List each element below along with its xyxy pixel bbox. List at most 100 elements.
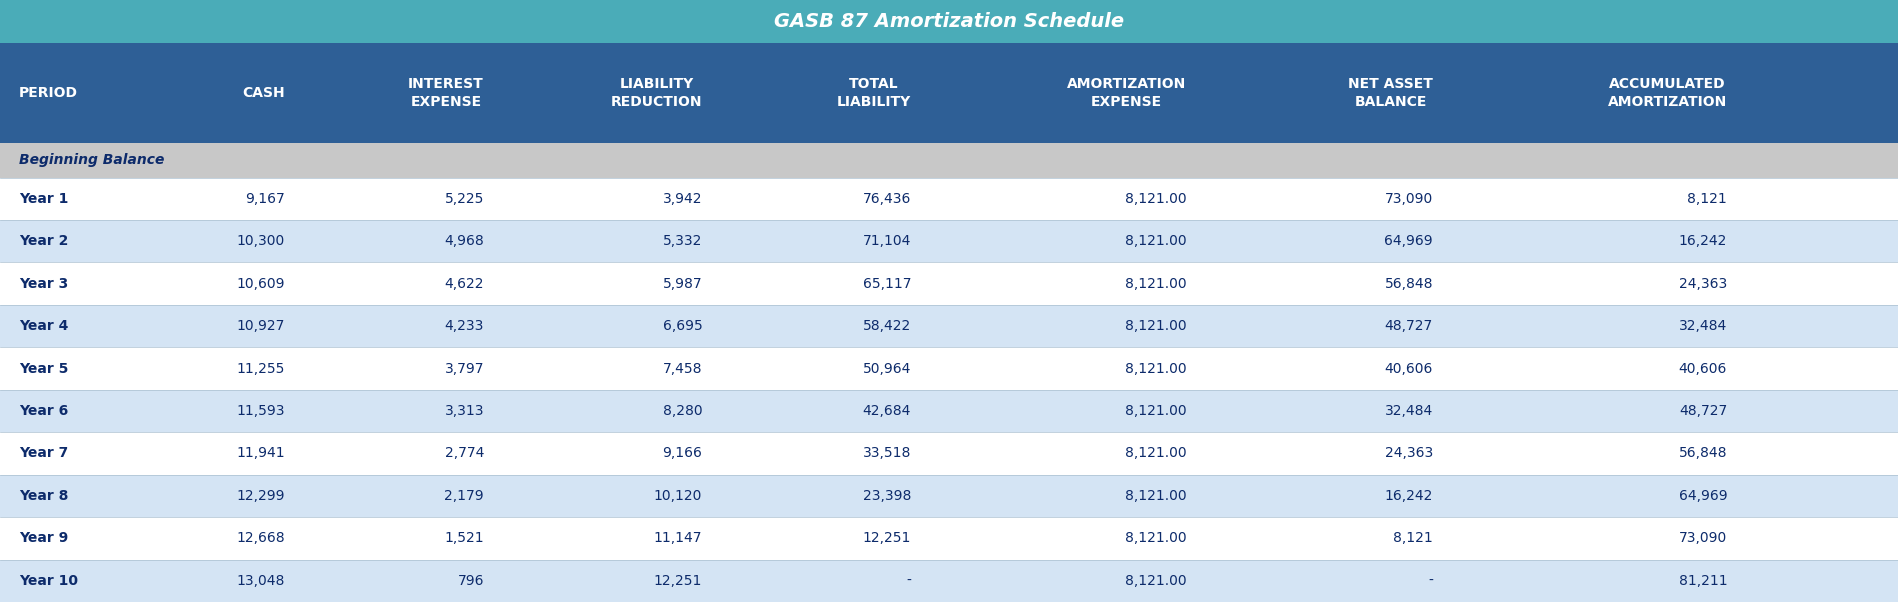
Text: 5,225: 5,225 [444,192,484,206]
Text: GASB 87 Amortization Schedule: GASB 87 Amortization Schedule [774,12,1124,31]
Text: 5,332: 5,332 [662,234,702,248]
Text: 64,969: 64,969 [1384,234,1433,248]
Text: 40,606: 40,606 [1680,362,1727,376]
Text: -: - [905,574,911,588]
Text: 8,121.00: 8,121.00 [1126,447,1186,461]
Text: Year 1: Year 1 [19,192,68,206]
Text: 4,968: 4,968 [444,234,484,248]
Text: 64,969: 64,969 [1678,489,1727,503]
Text: 10,609: 10,609 [235,277,285,291]
Text: 13,048: 13,048 [237,574,285,588]
Text: 65,117: 65,117 [862,277,911,291]
Text: 8,121: 8,121 [1393,532,1433,545]
Text: 33,518: 33,518 [864,447,911,461]
Text: 16,242: 16,242 [1386,489,1433,503]
FancyBboxPatch shape [0,305,1898,347]
Text: 9,167: 9,167 [245,192,285,206]
FancyBboxPatch shape [0,0,1898,43]
Text: Year 3: Year 3 [19,277,68,291]
Text: 76,436: 76,436 [864,192,911,206]
Text: 11,255: 11,255 [237,362,285,376]
Text: Year 4: Year 4 [19,319,68,333]
Text: ACCUMULATED
AMORTIZATION: ACCUMULATED AMORTIZATION [1608,77,1727,109]
FancyBboxPatch shape [0,560,1898,602]
Text: 42,684: 42,684 [864,404,911,418]
Text: LIABILITY
REDUCTION: LIABILITY REDUCTION [611,77,702,109]
Text: Year 10: Year 10 [19,574,78,588]
Text: 24,363: 24,363 [1386,447,1433,461]
Text: 40,606: 40,606 [1386,362,1433,376]
Text: 4,233: 4,233 [444,319,484,333]
Text: 2,179: 2,179 [444,489,484,503]
Text: PERIOD: PERIOD [19,86,78,100]
Text: 3,942: 3,942 [662,192,702,206]
Text: 32,484: 32,484 [1680,319,1727,333]
Text: 32,484: 32,484 [1386,404,1433,418]
Text: AMORTIZATION
EXPENSE: AMORTIZATION EXPENSE [1067,77,1186,109]
Text: 8,121.00: 8,121.00 [1126,404,1186,418]
FancyBboxPatch shape [0,517,1898,560]
Text: 16,242: 16,242 [1680,234,1727,248]
Text: 796: 796 [457,574,484,588]
Text: 58,422: 58,422 [864,319,911,333]
Text: 56,848: 56,848 [1384,277,1433,291]
Text: Year 5: Year 5 [19,362,68,376]
Text: CASH: CASH [243,86,285,100]
Text: 11,941: 11,941 [235,447,285,461]
Text: Beginning Balance: Beginning Balance [19,153,165,167]
Text: 3,797: 3,797 [444,362,484,376]
Text: INTEREST
EXPENSE: INTEREST EXPENSE [408,77,484,109]
Text: 8,121: 8,121 [1687,192,1727,206]
Text: 8,121.00: 8,121.00 [1126,319,1186,333]
Text: 5,987: 5,987 [662,277,702,291]
Text: 10,120: 10,120 [655,489,702,503]
Text: 73,090: 73,090 [1386,192,1433,206]
Text: Year 2: Year 2 [19,234,68,248]
Text: 9,166: 9,166 [662,447,702,461]
Text: 2,774: 2,774 [444,447,484,461]
Text: 12,251: 12,251 [655,574,702,588]
Text: 8,121.00: 8,121.00 [1126,362,1186,376]
Text: 56,848: 56,848 [1678,447,1727,461]
Text: Year 9: Year 9 [19,532,68,545]
Text: 8,121.00: 8,121.00 [1126,574,1186,588]
Text: TOTAL
LIABILITY: TOTAL LIABILITY [837,77,911,109]
Text: Year 7: Year 7 [19,447,68,461]
Text: 12,251: 12,251 [864,532,911,545]
FancyBboxPatch shape [0,220,1898,262]
Text: 23,398: 23,398 [864,489,911,503]
Text: 8,121.00: 8,121.00 [1126,489,1186,503]
Text: 11,593: 11,593 [235,404,285,418]
Text: 10,300: 10,300 [237,234,285,248]
FancyBboxPatch shape [0,474,1898,517]
Text: 6,695: 6,695 [662,319,702,333]
Text: 11,147: 11,147 [653,532,702,545]
Text: 1,521: 1,521 [444,532,484,545]
Text: Year 8: Year 8 [19,489,68,503]
Text: 3,313: 3,313 [444,404,484,418]
Text: 8,121.00: 8,121.00 [1126,234,1186,248]
FancyBboxPatch shape [0,262,1898,305]
Text: NET ASSET
BALANCE: NET ASSET BALANCE [1348,77,1433,109]
Text: 24,363: 24,363 [1680,277,1727,291]
FancyBboxPatch shape [0,143,1898,178]
Text: Year 6: Year 6 [19,404,68,418]
Text: 81,211: 81,211 [1678,574,1727,588]
Text: 50,964: 50,964 [864,362,911,376]
Text: 8,121.00: 8,121.00 [1126,277,1186,291]
Text: 7,458: 7,458 [662,362,702,376]
Text: 71,104: 71,104 [864,234,911,248]
FancyBboxPatch shape [0,347,1898,390]
Text: 73,090: 73,090 [1680,532,1727,545]
Text: 48,727: 48,727 [1680,404,1727,418]
Text: 12,668: 12,668 [235,532,285,545]
Text: 8,121.00: 8,121.00 [1126,192,1186,206]
FancyBboxPatch shape [0,432,1898,474]
Text: 4,622: 4,622 [444,277,484,291]
FancyBboxPatch shape [0,390,1898,432]
Text: 10,927: 10,927 [237,319,285,333]
Text: -: - [1427,574,1433,588]
Text: 8,121.00: 8,121.00 [1126,532,1186,545]
Text: 12,299: 12,299 [235,489,285,503]
Text: 48,727: 48,727 [1386,319,1433,333]
